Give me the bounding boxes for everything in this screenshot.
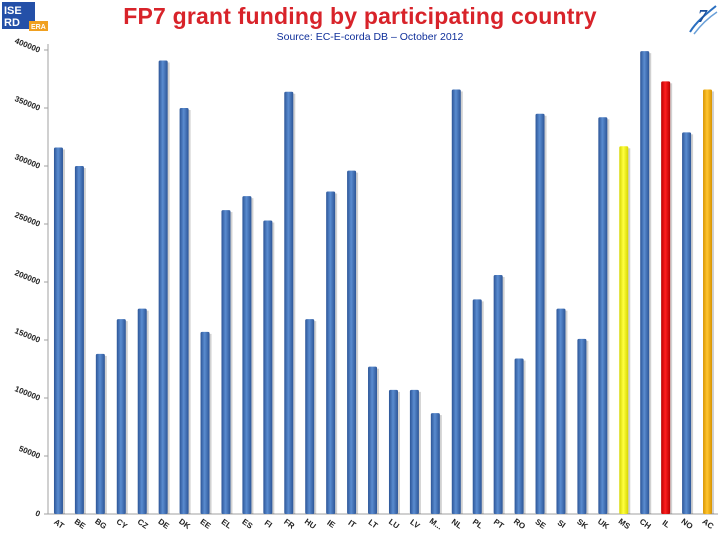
- bar-chart: 0 50000 100000 150000 200000 250000 300000 3500…: [13, 36, 718, 532]
- x-tick-label: SI: [556, 518, 567, 530]
- bar-el: [221, 210, 231, 514]
- bar-m: [430, 413, 440, 514]
- bar-ro: [514, 358, 524, 514]
- x-tick-label: EL: [220, 517, 234, 530]
- x-tick-label: MS: [617, 517, 633, 532]
- x-tick-label: PL: [471, 517, 485, 530]
- chart-title: FP7 grant funding by participating count…: [123, 3, 597, 29]
- y-tick-label: 50000: [17, 444, 42, 461]
- bar-fr: [284, 91, 294, 514]
- bar-ie: [326, 191, 336, 514]
- bar-cy: [116, 319, 126, 514]
- bar-pt: [493, 275, 503, 514]
- x-tick-label: DE: [156, 517, 171, 531]
- bar-be: [74, 166, 84, 514]
- svg-text:7: 7: [698, 6, 708, 26]
- x-tick-label: AT: [52, 517, 66, 530]
- bar-il: [661, 81, 671, 514]
- y-tick-label: 100000: [13, 384, 42, 403]
- x-tick-label: LT: [367, 518, 380, 531]
- bar-hu: [305, 319, 315, 514]
- x-tick-label: IE: [325, 518, 337, 530]
- x-tick-label: IT: [347, 518, 358, 530]
- x-tick-label: SK: [575, 517, 589, 531]
- x-tick-label: RO: [512, 517, 527, 531]
- bar-it: [347, 170, 357, 514]
- y-tick-label: 0: [34, 509, 42, 519]
- svg-text:ERA: ERA: [31, 24, 46, 31]
- bar-es: [242, 196, 252, 514]
- bar-dk: [179, 108, 189, 514]
- bar-se: [535, 113, 545, 515]
- x-tick-label: IL: [661, 518, 672, 530]
- bar-lv: [409, 389, 419, 514]
- bar-ac: [703, 89, 713, 514]
- fp7-logo-icon: 7: [686, 2, 718, 36]
- x-tick-label: NL: [450, 517, 464, 531]
- bar-de: [158, 60, 168, 514]
- bar-si: [556, 308, 566, 514]
- x-tick-label: DK: [177, 517, 192, 531]
- y-tick-label: 150000: [13, 326, 42, 345]
- bar-at: [53, 147, 63, 514]
- bar-uk: [598, 117, 608, 514]
- x-tick-label: FR: [282, 517, 296, 531]
- y-tick-label: 350000: [13, 94, 42, 113]
- iserd-logo: ISE RD ERA: [2, 2, 48, 32]
- bar-ch: [640, 51, 650, 514]
- svg-text:RD: RD: [4, 17, 20, 29]
- x-tick-label: BG: [93, 517, 108, 531]
- bar-no: [682, 132, 692, 515]
- bar-pl: [472, 299, 482, 514]
- bar-sk: [577, 338, 587, 514]
- x-tick-label: SE: [534, 517, 548, 531]
- bar-cz: [137, 308, 147, 514]
- x-tick-label: M...: [428, 516, 444, 531]
- bar-lu: [388, 389, 398, 514]
- svg-text:ISE: ISE: [4, 5, 22, 17]
- bar-ee: [200, 331, 210, 514]
- bar-nl: [451, 89, 461, 514]
- x-tick-label: EE: [199, 517, 213, 531]
- x-tick-label: UK: [596, 517, 611, 531]
- bar-bg: [95, 353, 105, 514]
- bar-ms: [619, 146, 629, 514]
- x-tick-label: HU: [303, 517, 318, 531]
- x-tick-label: PT: [492, 517, 506, 530]
- x-tick-label: AC: [701, 517, 716, 531]
- y-tick-label: 300000: [13, 152, 42, 171]
- chart-subtitle: Source: EC-E-corda DB – October 2012: [276, 31, 464, 43]
- bar-fi: [263, 220, 273, 514]
- x-tick-label: CH: [638, 517, 653, 531]
- x-tick-label: LV: [408, 518, 422, 531]
- y-tick-label: 200000: [13, 268, 42, 287]
- y-tick-label: 250000: [13, 210, 42, 229]
- x-tick-label: FI: [263, 518, 274, 529]
- x-tick-label: CY: [115, 517, 130, 531]
- x-tick-label: BE: [73, 517, 88, 531]
- bar-lt: [368, 366, 378, 514]
- x-tick-label: NO: [680, 517, 695, 531]
- y-tick-label: 400000: [13, 36, 42, 55]
- x-tick-label: ES: [240, 517, 254, 531]
- x-tick-label: LU: [387, 517, 401, 531]
- x-tick-label: CZ: [136, 517, 150, 531]
